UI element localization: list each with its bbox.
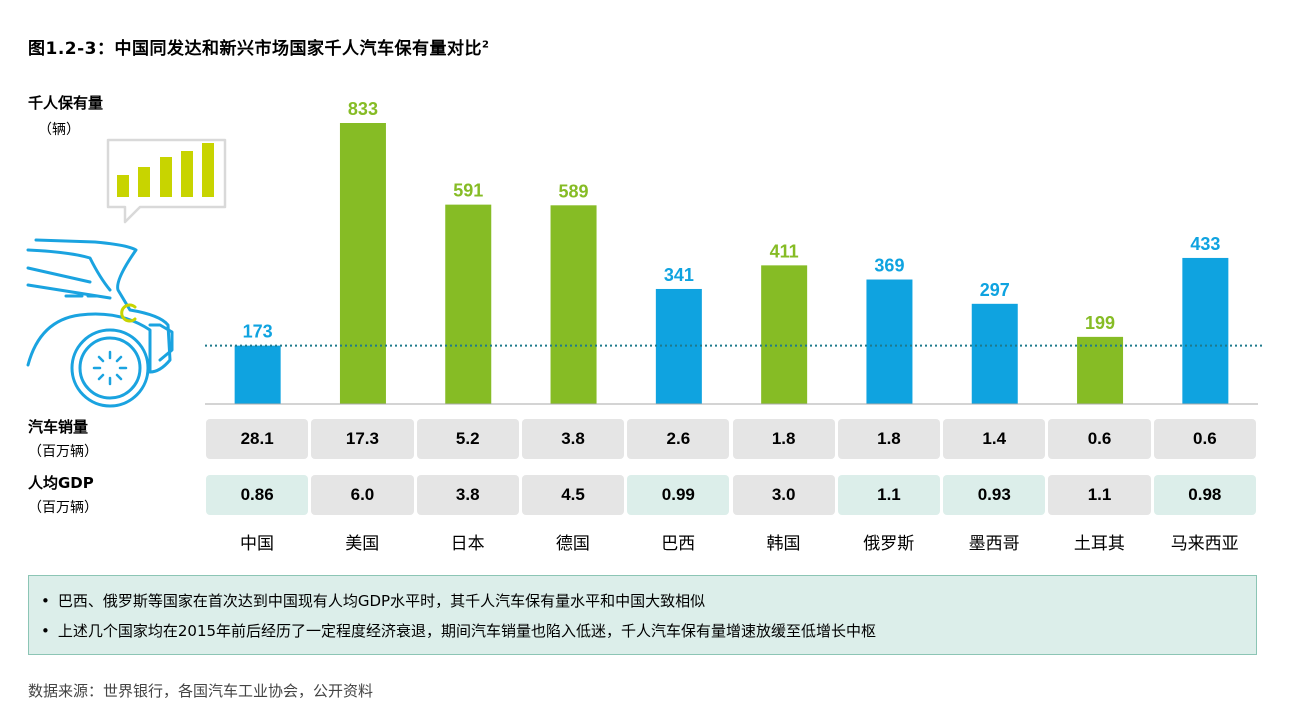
country-label: 韩国	[766, 534, 801, 554]
note-item: 上述几个国家均在2015年前后经历了一定程度经济衰退，期间汽车销量也陷入低迷，千…	[41, 616, 1244, 646]
row-label-sales: 汽车销量	[28, 418, 89, 436]
bar-6	[866, 279, 913, 404]
y-axis-label: 千人保有量	[28, 94, 104, 112]
gdp-cell: 1.1	[1048, 475, 1151, 515]
bar-value-label: 433	[1190, 234, 1220, 254]
sales-cell: 28.1	[206, 419, 309, 459]
bar-1	[339, 123, 386, 404]
data-source: 数据来源：世界银行，各国汽车工业协会，公开资料	[28, 682, 374, 700]
sales-cell: 17.3	[311, 419, 414, 459]
bar-5	[761, 265, 808, 404]
gdp-cell: 0.86	[206, 475, 309, 515]
gdp-cell: 3.0	[732, 475, 835, 515]
bar-value-label: 297	[980, 280, 1010, 300]
sales-cell: 5.2	[416, 419, 519, 459]
country-label: 巴西	[661, 534, 696, 554]
country-label: 马来西亚	[1170, 534, 1239, 554]
car-icon	[26, 138, 227, 408]
bar-value-label: 589	[559, 181, 589, 201]
country-label: 土耳其	[1073, 534, 1125, 554]
gdp-cell: 4.5	[521, 475, 625, 515]
bar-value-label: 341	[664, 265, 694, 285]
sales-cell: 3.8	[521, 419, 625, 459]
sales-cell: 2.6	[627, 419, 730, 459]
y-axis-unit: （辆）	[38, 122, 80, 138]
bar-9	[1182, 257, 1229, 404]
bar-2	[445, 204, 492, 404]
bar-7	[971, 303, 1018, 404]
sales-cell: 1.8	[837, 419, 941, 459]
country-label: 德国	[555, 534, 590, 554]
gdp-cell: 1.1	[837, 475, 941, 515]
bar-value-label: 833	[348, 99, 378, 119]
bar-0	[234, 345, 281, 404]
bar-3	[550, 205, 597, 404]
country-label: 俄罗斯	[863, 534, 915, 554]
bar-value-label: 411	[770, 241, 799, 261]
bar-value-label: 591	[453, 181, 483, 201]
country-label: 墨西哥	[968, 534, 1020, 554]
sales-cell: 1.8	[732, 419, 835, 459]
gdp-cell: 0.98	[1153, 475, 1256, 515]
gdp-cell: 3.8	[416, 475, 519, 515]
sales-cell: 1.4	[943, 419, 1046, 459]
bar-4	[655, 288, 702, 404]
sales-cell: 0.6	[1153, 419, 1256, 459]
bar-chart: 173 833 591 589 341 411 369 297 199 433	[26, 99, 1262, 408]
gdp-cell: 0.93	[943, 475, 1046, 515]
country-label: 美国	[345, 534, 380, 554]
notes-box: 巴西、俄罗斯等国家在首次达到中国现有人均GDP水平时，其千人汽车保有量水平和中国…	[28, 575, 1257, 655]
row-unit-sales: （百万辆）	[28, 444, 98, 460]
row-unit-gdp: （百万辆）	[28, 500, 98, 516]
gdp-cell: 6.0	[311, 475, 414, 515]
bar-value-label: 199	[1085, 313, 1115, 333]
chart-title: 图1.2-3：中国同发达和新兴市场国家千人汽车保有量对比2	[28, 39, 490, 59]
sales-cell: 0.6	[1048, 419, 1151, 459]
bar-value-label: 369	[874, 256, 904, 276]
gdp-cell: 0.99	[627, 475, 730, 515]
note-item: 巴西、俄罗斯等国家在首次达到中国现有人均GDP水平时，其千人汽车保有量水平和中国…	[41, 586, 1244, 616]
country-label: 中国	[240, 534, 274, 554]
bar-value-label: 173	[243, 322, 273, 342]
bar-8	[1077, 336, 1124, 404]
country-label: 日本	[450, 534, 485, 554]
row-label-gdp: 人均GDP	[28, 474, 94, 492]
